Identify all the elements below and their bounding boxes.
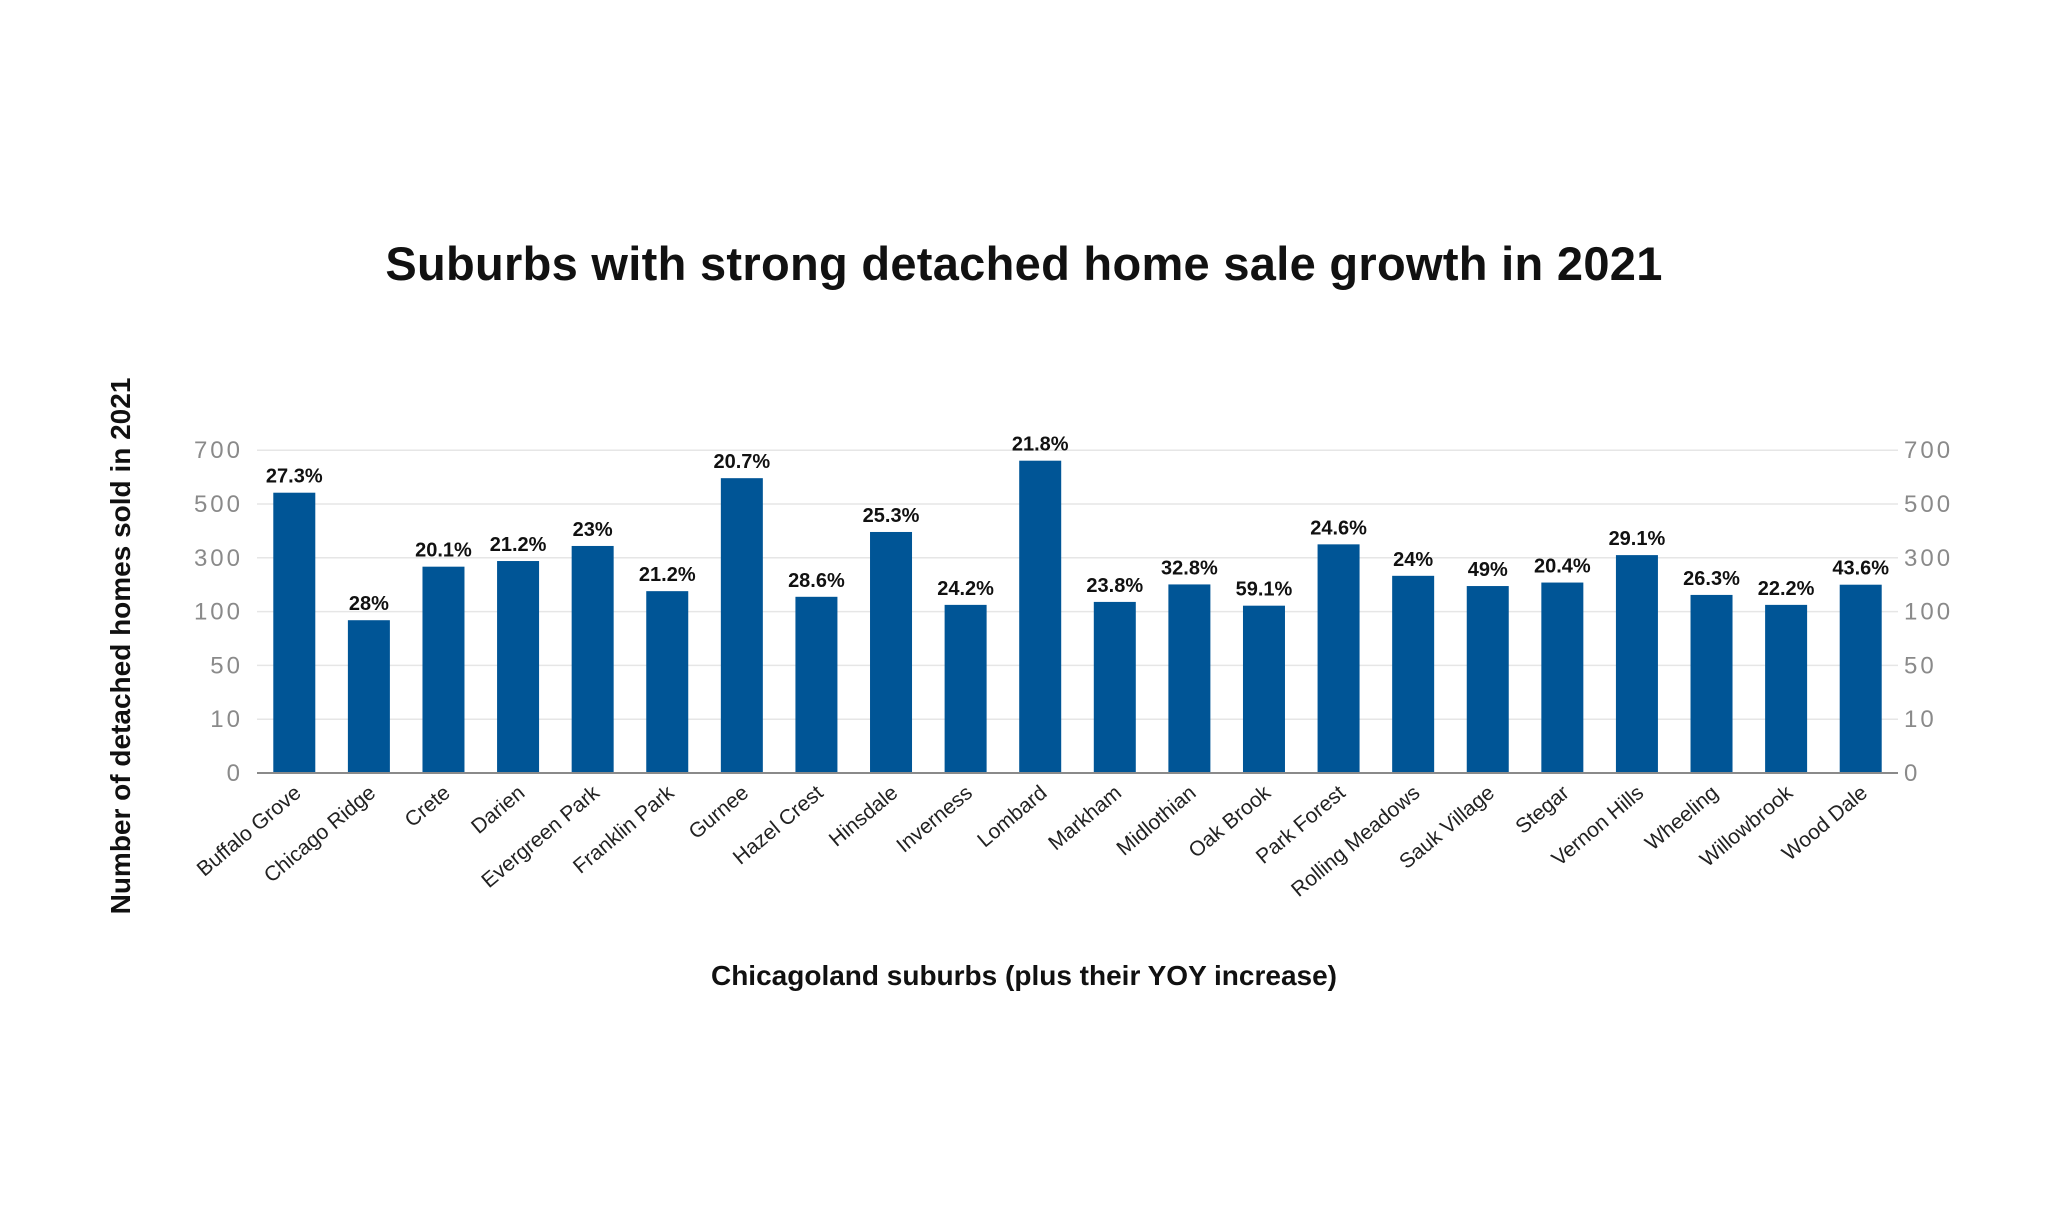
bar [1541,582,1584,773]
data-label: 49% [1468,559,1508,581]
y-tick-label-left: 700 [194,437,243,464]
y-tick-label-left: 10 [210,706,243,733]
bar [1839,584,1882,773]
category-label: Crete [401,781,455,832]
data-label: 28% [349,593,389,615]
data-label: 20.7% [713,451,770,473]
bar [720,478,763,773]
data-label: 22.2% [1758,578,1815,600]
y-tick-label-left: 50 [210,652,243,679]
bar [795,596,838,773]
bar [944,604,987,773]
category-label: Gurnee [685,781,753,844]
bar [422,566,465,773]
data-label: 21.8% [1012,434,1069,456]
y-tick-label-right: 100 [1904,599,1953,626]
category-label: Hinsdale [825,781,902,851]
data-labels: 27.3% 28% 20.1% 21.2% 23% 21.2% 20.7% 28.6% 25.3… [266,434,1889,616]
bar [1466,586,1509,773]
y-axis-left: 0 10 50 100 300 500 700 [194,437,243,787]
category-label: Inverness [892,781,977,857]
data-label: 21.2% [490,534,547,556]
data-label: 24.2% [937,578,994,600]
data-label: 26.3% [1683,568,1740,590]
bars [273,460,1882,773]
bar [870,531,913,773]
y-tick-label-left: 0 [227,760,243,787]
bar [347,620,390,773]
y-tick-label-right: 10 [1904,706,1937,733]
chart-title: Suburbs with strong detached home sale g… [385,237,1663,290]
data-label: 23.8% [1086,575,1143,597]
data-label: 24% [1393,549,1433,571]
bar [1317,544,1360,773]
y-tick-label-right: 0 [1904,760,1920,787]
bar [646,591,689,773]
y-tick-label-right: 50 [1904,652,1937,679]
category-label: Stegar [1511,781,1573,838]
bar [273,492,316,773]
data-label: 29.1% [1609,528,1666,550]
bar [571,545,614,773]
data-label: 20.4% [1534,556,1591,578]
data-label: 32.8% [1161,557,1218,579]
y-tick-label-right: 500 [1904,491,1953,518]
data-label: 20.1% [415,540,472,562]
data-label: 27.3% [266,466,323,488]
data-label: 59.1% [1236,579,1293,601]
data-label: 43.6% [1832,558,1889,580]
bar [1392,575,1435,773]
y-tick-label-right: 700 [1904,437,1953,464]
data-label: 21.2% [639,564,696,586]
bar [1168,584,1211,773]
y-tick-label-left: 500 [194,491,243,518]
bar [1615,555,1658,773]
bar [497,561,540,773]
bar [1765,604,1808,773]
category-label: Rolling Meadows [1287,781,1424,901]
category-label: Lombard [973,781,1051,852]
data-label: 24.6% [1310,517,1367,539]
y-axis-right: 0 10 50 100 300 500 700 [1904,437,1953,787]
x-axis-title: Chicagoland suburbs (plus their YOY incr… [710,960,1337,991]
category-label: Darien [467,781,529,838]
data-label: 23% [573,519,613,541]
bar [1242,605,1285,773]
bar [1019,460,1062,773]
data-label: 25.3% [863,505,920,527]
y-tick-label-left: 300 [194,545,243,572]
y-tick-label-right: 300 [1904,545,1953,572]
bar [1690,594,1733,773]
data-label: 28.6% [788,570,845,592]
y-tick-label-left: 100 [194,599,243,626]
bar [1093,601,1136,773]
